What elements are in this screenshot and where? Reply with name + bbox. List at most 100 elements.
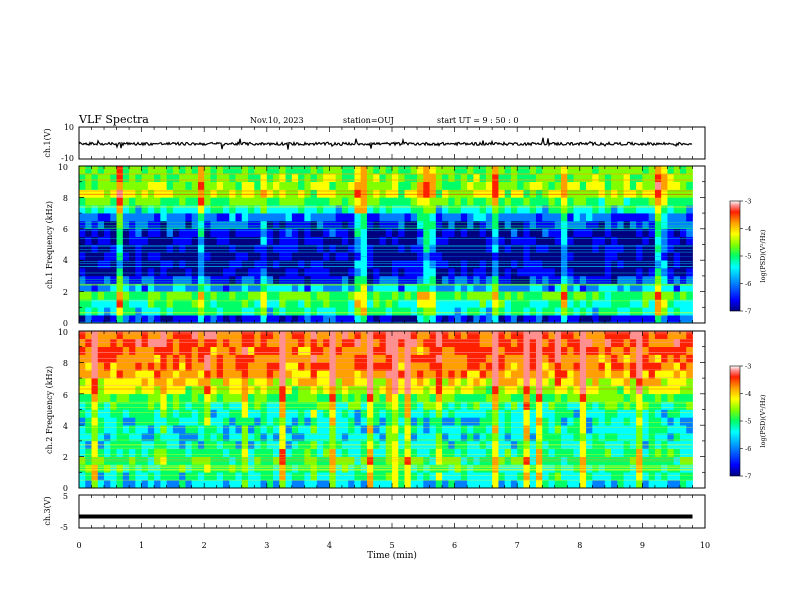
ch1-spectrogram-cell (629, 189, 637, 198)
ch2-spectrogram-cell (617, 480, 625, 489)
ch1-spectrogram-cell (579, 205, 587, 214)
ch1-spectrogram-cell (298, 181, 305, 190)
ch1-spectrogram-cell (160, 315, 168, 324)
ch1-spectrogram-cell (385, 197, 393, 206)
ch1-spectrogram-cell (661, 189, 668, 198)
ch2-spectrogram-cell (417, 409, 424, 418)
ch1-spectrogram-cell (222, 213, 230, 222)
ch1-spectrogram-cell (454, 228, 462, 237)
ch2-spectrogram-cell (623, 480, 631, 489)
ch2-spectrogram-cell (473, 346, 481, 355)
ch2-spectrogram-cell (548, 448, 556, 457)
ch2-spectrogram-cell (316, 346, 324, 355)
ch1-spectrogram-cell (379, 166, 387, 175)
ch2-spectrogram-cell (260, 425, 268, 434)
ch2-spectrogram-cell (304, 393, 312, 402)
ch1-spectrogram-cell (654, 275, 662, 285)
ch1-spectrogram-cell (79, 166, 86, 175)
ch1-spectrogram-cell (604, 307, 612, 316)
ch2-spectrogram-cell (504, 464, 512, 473)
ch1-spectrogram-cell (423, 173, 430, 182)
ch2-spectrogram-cell (310, 464, 318, 473)
ch2-spectrogram-cell (141, 425, 149, 434)
ch2-spectrogram-cell (629, 385, 637, 395)
ch2-spectrogram-cell (548, 472, 556, 481)
ch2-spectrogram-cell (592, 346, 599, 355)
ch1-spectrogram-cell (642, 205, 650, 214)
ch2-spectrogram-cell (604, 409, 612, 418)
ch1-spectrogram-cell (473, 236, 481, 245)
ch2-spectrogram-cell (91, 385, 99, 395)
ch1-spectrogram-cell (579, 166, 587, 175)
ch2-spectrogram-cell (417, 464, 424, 473)
ch1-spectrogram-cell (679, 228, 687, 237)
ch1-spectrogram-cell (398, 236, 405, 245)
ch2-spectrogram-cell (573, 433, 581, 442)
ch2-spectrogram-cell (273, 378, 280, 387)
ch2-spectrogram-cell (579, 448, 587, 457)
ch1-spectrogram-cell (273, 315, 280, 324)
ch1-spectrogram-cell (79, 260, 86, 269)
ch2-spectrogram-cell (604, 464, 612, 473)
ch1-spectrogram-cell (197, 189, 205, 198)
ch2-spectrogram-cell (535, 417, 543, 426)
ch1-spectrogram-cell (141, 228, 149, 237)
ch2-spectrogram-cell (492, 401, 499, 410)
ch1-spectrogram-cell (554, 291, 562, 300)
ch2-spectrogram-cell (110, 385, 117, 395)
ch1-spectrogram-cell (222, 307, 230, 316)
ch1-spectrogram-cell (97, 307, 105, 316)
ch2-spectrogram-cell (304, 480, 312, 489)
ch2-spectrogram-cell (473, 362, 481, 371)
ch2-spectrogram-cell (442, 362, 449, 371)
ch1-spectrogram-cell (373, 291, 380, 300)
ch1-spectrogram-cell (273, 228, 280, 237)
ch1-spectrogram-cell (323, 213, 330, 222)
ch2-spectrogram-cell (404, 409, 412, 418)
ch2-spectrogram-cell (360, 472, 368, 481)
ch2-spectrogram-cell (629, 378, 637, 387)
ch2-spectrogram-cell (498, 480, 506, 489)
ch1-spectrogram-cell (648, 275, 656, 285)
ch1-spectrogram-cell (110, 220, 117, 230)
ch2-spectrogram-cell (298, 378, 305, 387)
ch1-spectrogram-cell (623, 189, 631, 198)
ch1-spectrogram-cell (197, 291, 205, 300)
ch2-spectrogram-cell (185, 480, 193, 489)
ch1-spectrogram-cell (561, 213, 568, 222)
ch2-spectrogram-cell (410, 472, 418, 481)
ch1-spectrogram-cell (329, 220, 337, 230)
ch2-spectrogram-cell (398, 338, 405, 347)
ch2-spectrogram-cell (473, 425, 481, 434)
ch1-spectrogram-cell (341, 275, 349, 285)
ch2-spectrogram-cell (435, 393, 443, 402)
ch2-spectrogram-cell (348, 393, 355, 402)
ch1-waveform-ticks (78, 127, 706, 159)
ch2-spectrogram-cell (492, 362, 499, 371)
ch2-spectrogram-cell (160, 378, 168, 387)
ch2-spectrogram-cell (241, 331, 249, 340)
colorbar-tick-label: -4 (745, 225, 751, 233)
ch2-spectrogram-cell (467, 401, 474, 410)
ch2-spectrogram-cell (454, 456, 462, 465)
ch2-spectrogram-cell (254, 472, 261, 481)
ch1-spectrogram-cell (629, 307, 637, 316)
ch1-spectrogram-cell (504, 260, 512, 269)
ch1-spectrogram-cell (611, 173, 618, 182)
ch2-spectrogram-cell (473, 331, 481, 340)
ch2-spectrogram-cell (548, 409, 556, 418)
ch1-spectrogram-cell (141, 299, 149, 308)
ch1-spectrogram-cell (504, 236, 512, 245)
ch2-spectrogram-cell (172, 417, 180, 426)
ch1-spectrogram-cell (273, 275, 280, 285)
ch1-spectrogram-cell (673, 283, 681, 292)
ch1-spectrogram-cell (592, 236, 599, 245)
ch1-spectrogram-cell (373, 205, 380, 214)
ch2-spectrogram-cell (611, 433, 618, 442)
ch2-spectrogram-cell (623, 401, 631, 410)
ch2-spectrogram-cell (260, 433, 268, 442)
ch2-spectrogram-cell (248, 448, 255, 457)
ch1-spectrogram-cell (529, 166, 537, 175)
ch2-spectrogram-cell (423, 417, 430, 426)
ch2-spectrogram-cell (116, 378, 124, 387)
